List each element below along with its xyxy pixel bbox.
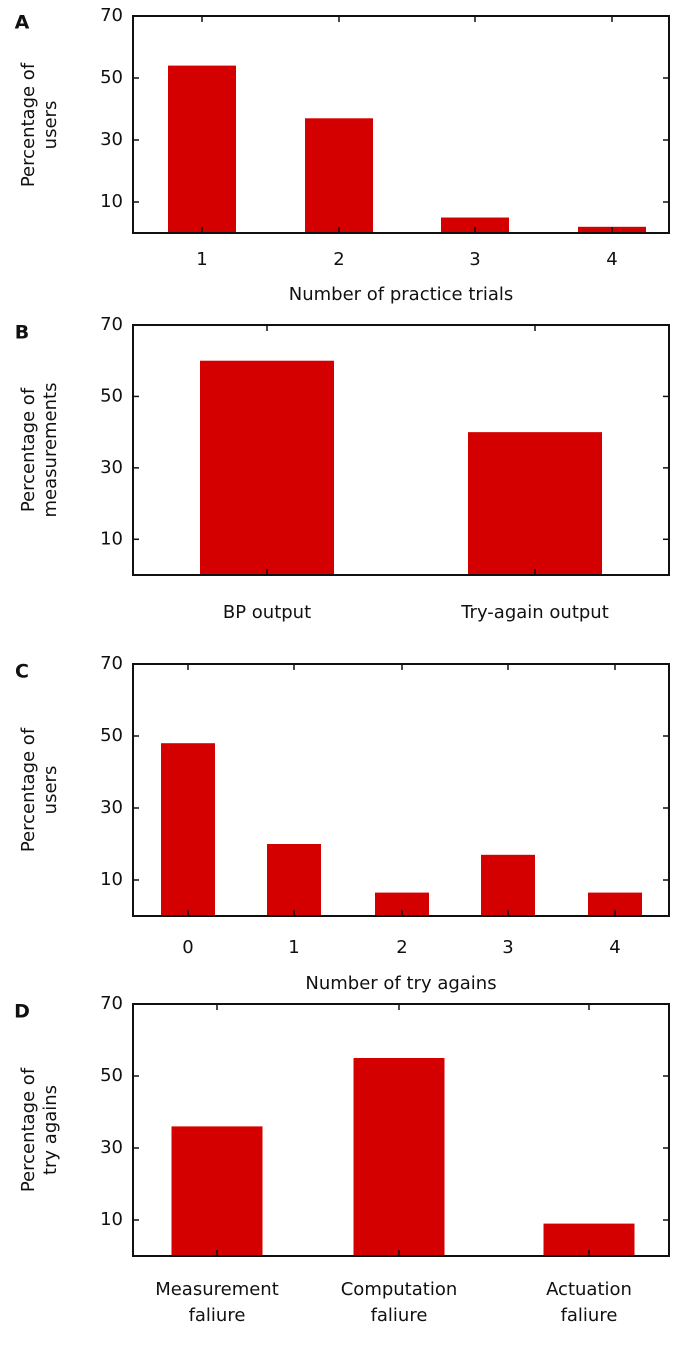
x-tick-label: 0 — [182, 937, 193, 958]
x-tick-label: 2 — [396, 937, 407, 958]
bar — [441, 217, 509, 233]
y-tick-label: 50 — [100, 67, 123, 88]
panel-b: B 10 30 50 70 BP output Try-again output Percen… — [15, 314, 670, 623]
bar — [200, 360, 334, 575]
y-axis-title: Percentage ofmeasurements — [18, 383, 61, 518]
x-tick-label-line: 1 — [288, 937, 299, 958]
x-tick-label-line: 1 — [196, 249, 207, 270]
x-tick-label-line: Computation — [341, 1279, 458, 1300]
y-axis-title: Percentage ofusers — [18, 727, 61, 852]
x-tick-label-line: Measurement — [155, 1279, 279, 1300]
plot-frame — [132, 324, 670, 576]
bar — [481, 854, 535, 916]
y-tick-label: 70 — [100, 993, 123, 1014]
x-tick-label: 1 — [196, 249, 207, 270]
y-tick-label: 30 — [100, 129, 123, 150]
panel-d: D 10 30 50 70 Measurement faliure Computation fa… — [14, 993, 670, 1326]
y-axis-title-line: measurements — [40, 383, 61, 518]
panel-letter: C — [15, 661, 29, 683]
x-axis-title: Number of practice trials — [289, 284, 513, 305]
panel-letter: A — [15, 12, 30, 34]
y-tick-label: 50 — [100, 385, 123, 406]
x-tick-label-line: faliure — [371, 1305, 428, 1326]
x-tick-label: 3 — [469, 249, 480, 270]
y-axis-title-line: users — [40, 101, 61, 150]
x-tick-label-line: 4 — [609, 937, 620, 958]
y-tick-label: 30 — [100, 457, 123, 478]
bar — [375, 892, 429, 916]
y-tick-label: 10 — [100, 869, 123, 890]
y-axis-title-line: try agains — [40, 1085, 61, 1175]
panel-letter: D — [14, 1001, 30, 1023]
plot-frame — [132, 15, 670, 234]
bar — [353, 1058, 445, 1256]
panel-letter: B — [15, 322, 29, 344]
x-tick-label: 1 — [288, 937, 299, 958]
x-axis-title: Number of try agains — [305, 973, 496, 994]
x-tick-label: 4 — [606, 249, 617, 270]
y-tick-label: 70 — [100, 314, 123, 335]
bar — [171, 1126, 263, 1256]
x-tick-label: 2 — [333, 249, 344, 270]
y-tick-label: 30 — [100, 1137, 123, 1158]
x-tick-label-line: faliure — [561, 1305, 618, 1326]
bar — [267, 844, 321, 916]
plot-frame — [132, 1003, 670, 1257]
x-tick-label: Measurement faliure — [155, 1279, 279, 1326]
x-tick-label-line: 2 — [396, 937, 407, 958]
bar — [168, 65, 236, 233]
x-tick-label-line: BP output — [223, 602, 311, 623]
y-tick-label: 50 — [100, 1065, 123, 1086]
x-tick-label-line: Actuation — [546, 1279, 632, 1300]
panel-a: A 10 30 50 70 1 2 3 4 Number of practice trials Pe… — [15, 5, 670, 305]
bar — [468, 432, 602, 575]
y-tick-label: 70 — [100, 653, 123, 674]
x-tick-label-line: 3 — [469, 249, 480, 270]
y-axis-title-line: Percentage of — [18, 387, 39, 512]
y-tick-label: 10 — [100, 191, 123, 212]
y-axis-title-line: users — [40, 766, 61, 815]
x-tick-label: BP output — [223, 602, 311, 623]
x-tick-label-line: 4 — [606, 249, 617, 270]
y-tick-label: 70 — [100, 5, 123, 26]
bar — [588, 892, 642, 916]
bar — [305, 118, 373, 233]
y-axis-title-line: Percentage of — [18, 62, 39, 187]
panel-c: C 10 30 50 70 0 1 2 3 4 Number of try agains Percen… — [15, 653, 670, 994]
x-tick-label: 3 — [502, 937, 513, 958]
x-tick-label: Try-again output — [460, 602, 609, 623]
x-tick-label: Computation faliure — [341, 1279, 458, 1326]
x-tick-label-line: Try-again output — [460, 602, 609, 623]
x-tick-label-line: faliure — [189, 1305, 246, 1326]
y-tick-label: 50 — [100, 725, 123, 746]
y-axis-title: Percentage ofusers — [18, 62, 61, 187]
y-axis-title-line: Percentage of — [18, 727, 39, 852]
x-tick-label-line: 3 — [502, 937, 513, 958]
bar — [161, 743, 215, 916]
plot-frame — [132, 663, 670, 917]
y-tick-label: 30 — [100, 797, 123, 818]
y-axis-title: Percentage oftry agains — [18, 1067, 61, 1192]
y-axis-title-line: Percentage of — [18, 1067, 39, 1192]
x-tick-label: 4 — [609, 937, 620, 958]
y-tick-label: 10 — [100, 1209, 123, 1230]
x-tick-label-line: 2 — [333, 249, 344, 270]
y-tick-label: 10 — [100, 528, 123, 549]
x-tick-label: Actuation faliure — [546, 1279, 632, 1326]
x-tick-label-line: 0 — [182, 937, 193, 958]
